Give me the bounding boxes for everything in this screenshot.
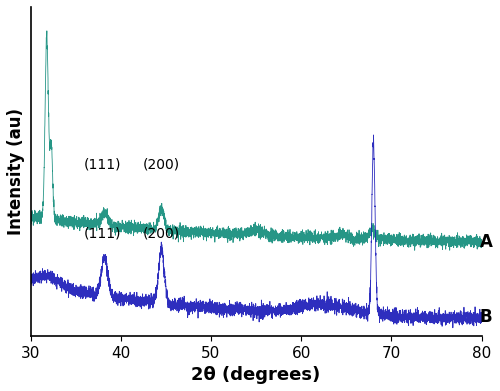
Text: B: B xyxy=(480,308,492,326)
Text: (200): (200) xyxy=(143,226,180,240)
Text: (111): (111) xyxy=(84,226,122,240)
X-axis label: 2θ (degrees): 2θ (degrees) xyxy=(192,366,320,384)
Text: (111): (111) xyxy=(84,158,122,172)
Text: (200): (200) xyxy=(143,158,180,172)
Y-axis label: Intensity (au): Intensity (au) xyxy=(7,108,25,235)
Text: A: A xyxy=(480,233,493,251)
